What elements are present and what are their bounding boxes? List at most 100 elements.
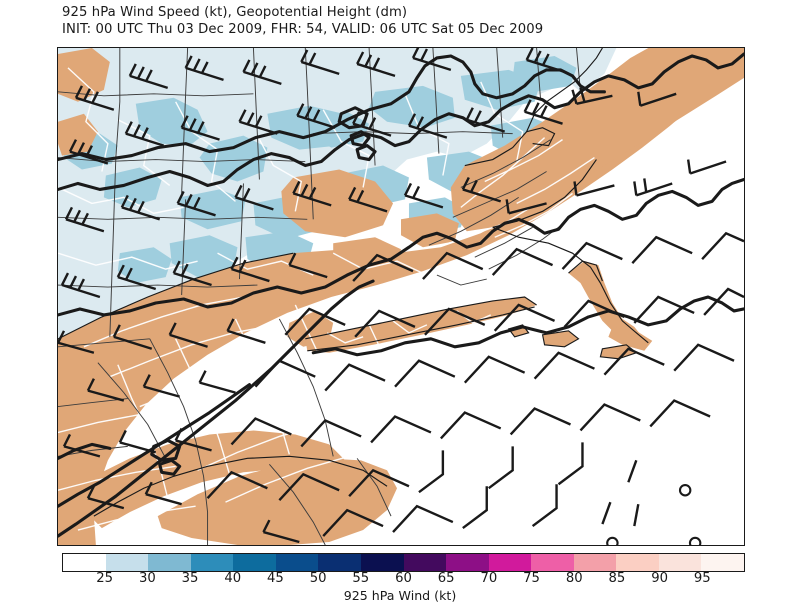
wind-barb xyxy=(637,91,677,107)
wind-barb xyxy=(509,407,571,436)
wind-barb xyxy=(116,264,157,291)
wind-barb xyxy=(174,427,212,452)
wind-barb xyxy=(633,178,673,197)
wind-barb xyxy=(557,442,584,486)
colorbar-tick-80: 80 xyxy=(565,571,583,586)
wind-barb xyxy=(172,260,212,287)
colorbar-segment-0 xyxy=(63,554,106,571)
wind-barb xyxy=(370,415,432,444)
wind-barb xyxy=(322,508,384,537)
wind-barb xyxy=(58,330,95,354)
wind-barb xyxy=(440,411,502,440)
wind-barb xyxy=(300,419,362,448)
wind-barb xyxy=(627,459,638,483)
wind-barb xyxy=(356,51,396,78)
colorbar-tick-40: 40 xyxy=(224,571,242,586)
wind-barb xyxy=(649,399,711,428)
colorbar-tick-60: 60 xyxy=(395,571,412,586)
wind-barb xyxy=(142,374,180,398)
wind-barb xyxy=(206,470,268,499)
wind-barb xyxy=(631,235,693,264)
wind-barb xyxy=(118,429,157,454)
wind-barb xyxy=(352,111,392,137)
colorbar-tick-85: 85 xyxy=(608,571,626,586)
map-frame[interactable] xyxy=(57,47,745,546)
wind-barb xyxy=(144,481,182,506)
wind-barb xyxy=(354,309,416,338)
wind-barb xyxy=(292,180,332,207)
wind-barb xyxy=(418,450,445,494)
wind-barb xyxy=(673,343,735,372)
wind-barb xyxy=(288,252,328,279)
wind-barb xyxy=(422,251,484,280)
wind-barb xyxy=(284,307,346,336)
colorbar-segment-14 xyxy=(658,554,702,571)
wind-barb xyxy=(563,299,625,328)
colorbar-tick-55: 55 xyxy=(352,571,370,586)
wind-barb xyxy=(168,322,208,348)
colorbar-segment-5 xyxy=(275,554,319,571)
colorbar-tick-labels: 25 30 35 40 45 50 55 60 65 70 75 80 85 90 95 xyxy=(62,571,745,588)
calm-wind-circle xyxy=(688,536,702,545)
wind-barb xyxy=(86,485,125,510)
wind-barb xyxy=(120,194,161,221)
wind-barb xyxy=(403,182,444,209)
wind-barb xyxy=(68,139,109,165)
wind-barb xyxy=(124,121,165,147)
wind-barb xyxy=(462,486,488,530)
forecast-map-canvas[interactable] xyxy=(58,48,744,545)
wind-barb xyxy=(198,370,236,394)
wind-barb xyxy=(242,59,282,85)
wind-barb xyxy=(561,241,623,270)
colorbar-segment-9 xyxy=(446,554,489,571)
geopotential-height-contours xyxy=(58,52,744,538)
colorbar-tick-50: 50 xyxy=(309,571,327,586)
wind-barb xyxy=(112,324,153,350)
wind-barb xyxy=(392,504,454,533)
wind-barb xyxy=(64,206,105,233)
wind-barb xyxy=(701,231,744,260)
wind-barb xyxy=(488,446,514,490)
colorbar[interactable] xyxy=(62,553,745,572)
wind-barb xyxy=(686,159,727,175)
wind-barb xyxy=(463,355,526,384)
wind-barb xyxy=(465,107,506,133)
wind-barb xyxy=(278,472,340,501)
colorbar-tick-30: 30 xyxy=(138,571,156,586)
wind-barb xyxy=(411,48,452,72)
wind-barb xyxy=(394,359,456,388)
colorbar-segment-4 xyxy=(233,554,276,571)
colorbar-segment-6 xyxy=(318,554,361,571)
wind-barb xyxy=(300,49,340,76)
wind-barb xyxy=(226,318,266,344)
colorbar-tick-45: 45 xyxy=(267,571,284,586)
colorbar-segment-13 xyxy=(616,554,659,571)
colorbar-tick-70: 70 xyxy=(480,571,498,586)
page-title: 925 hPa Wind Speed (kt), Geopotential He… xyxy=(62,5,408,20)
wind-barb xyxy=(348,186,388,213)
colorbar-segment-3 xyxy=(190,554,234,571)
wind-barb xyxy=(128,63,169,89)
wind-barb xyxy=(603,347,665,376)
wind-barb xyxy=(348,468,410,498)
wind-barb xyxy=(176,190,216,217)
colorbar-segment-1 xyxy=(105,554,149,571)
wind-barb xyxy=(703,287,744,316)
wind-barb xyxy=(491,247,554,276)
colorbar-tick-90: 90 xyxy=(651,571,669,586)
colorbar-segment-2 xyxy=(148,554,191,571)
colorbar-segment-10 xyxy=(488,554,532,571)
wind-barb xyxy=(571,87,613,105)
wind-barb xyxy=(180,115,220,141)
wind-barb xyxy=(254,359,316,388)
colorbar-tick-35: 35 xyxy=(181,571,199,586)
wind-barb xyxy=(493,303,556,332)
wind-barb xyxy=(296,103,336,129)
wind-barb xyxy=(238,109,278,135)
wind-barb xyxy=(62,433,101,458)
colorbar-tick-65: 65 xyxy=(437,571,455,586)
calm-wind-circle xyxy=(678,483,692,497)
calm-wind-symbols xyxy=(606,483,702,545)
colorbar-segment-8 xyxy=(403,554,447,571)
